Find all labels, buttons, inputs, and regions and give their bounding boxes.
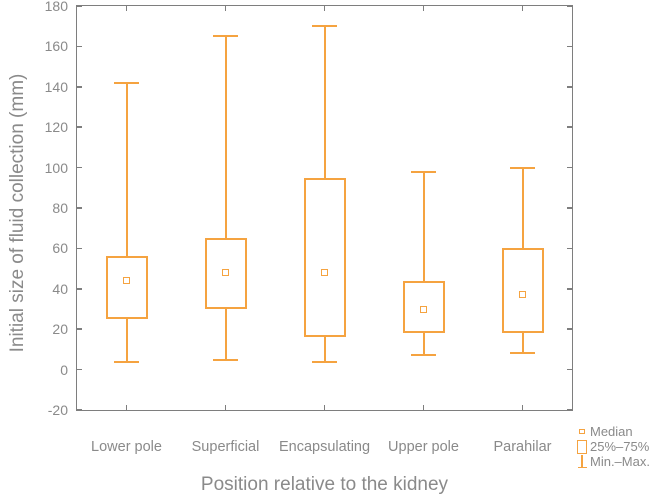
whisker-cap-min-parahilar [510, 352, 535, 355]
iqr-box-superficial [204, 238, 247, 309]
x-category-label: Encapsulating [278, 439, 371, 455]
y-tick-label: 100 [44, 159, 68, 176]
median-marker-upper-pole [420, 305, 427, 313]
y-tick-right [567, 247, 572, 250]
y-tick-label: 120 [44, 119, 68, 136]
x-category-label: Lower pole [91, 439, 162, 455]
legend: Median 25%–75% Min.–Max. [574, 424, 650, 469]
y-tick-right [567, 409, 572, 411]
y-tick-right [567, 166, 572, 169]
y-tick-label: 60 [52, 240, 68, 257]
whisker-cap-max-lower-pole [114, 81, 139, 84]
whisker-cap-min-upper-pole [411, 354, 436, 357]
y-tick-right [567, 5, 572, 7]
whisker-cap-min-superficial [213, 358, 238, 361]
y-tick-label: 160 [44, 38, 68, 55]
y-tick-left [77, 86, 82, 88]
x-tick-top [125, 6, 128, 11]
legend-label-iqr: 25%–75% [590, 439, 650, 454]
median-marker-encapsulating [321, 269, 328, 277]
whisker-line-superficial [224, 36, 227, 360]
legend-label-minmax: Min.–Max. [590, 454, 650, 469]
x-tick-bottom [521, 405, 524, 410]
whisker-line-upper-pole [422, 171, 425, 356]
legend-item-iqr: 25%–75% [574, 439, 650, 454]
y-tick-right [567, 126, 572, 128]
y-tick-left [77, 288, 82, 290]
y-tick-label: 0 [60, 361, 68, 378]
x-tick-top [521, 6, 524, 11]
plot-area [76, 5, 573, 411]
whisker-cap-max-upper-pole [411, 170, 436, 173]
y-tick-label: -20 [47, 402, 68, 418]
y-tick-left [77, 126, 82, 128]
y-tick-right [567, 207, 572, 209]
iqr-box-lower-pole [105, 256, 148, 320]
y-tick-left [77, 5, 82, 7]
legend-item-median: Median [574, 424, 650, 439]
y-tick-right [567, 86, 572, 88]
median-marker-parahilar [519, 291, 526, 299]
legend-item-minmax: Min.–Max. [574, 454, 650, 469]
y-tick-left [77, 328, 82, 330]
y-tick-label: 80 [52, 200, 68, 216]
median-square-icon [579, 429, 585, 434]
x-tick-bottom [125, 405, 128, 410]
y-tick-label: 20 [52, 321, 68, 338]
iqr-box-parahilar [501, 248, 544, 334]
x-axis-title: Position relative to the kidney [200, 474, 449, 495]
y-tick-label: 140 [44, 78, 68, 95]
y-tick-label: 40 [52, 280, 68, 297]
min-max-whisker-icon [576, 454, 588, 469]
x-tick-top [323, 6, 326, 11]
legend-label-median: Median [590, 424, 633, 439]
y-tick-right [567, 368, 572, 371]
x-category-label: Parahilar [493, 439, 552, 455]
iqr-box-encapsulating [303, 177, 346, 338]
y-tick-left [77, 166, 82, 169]
whisker-cap-max-parahilar [510, 166, 535, 169]
x-tick-top [224, 6, 227, 11]
iqr-box-icon [577, 439, 587, 454]
x-tick-bottom [422, 405, 425, 410]
x-tick-bottom [224, 405, 227, 410]
whisker-cap-max-superficial [213, 35, 238, 38]
x-category-label: Upper pole [388, 439, 459, 455]
y-tick-right [567, 328, 572, 330]
y-tick-label: 180 [44, 0, 68, 14]
y-tick-left [77, 409, 82, 411]
y-tick-left [77, 368, 82, 371]
y-tick-right [567, 288, 572, 290]
y-tick-left [77, 207, 82, 209]
median-marker-superficial [222, 269, 229, 277]
x-category-label: Superficial [191, 439, 260, 455]
whisker-line-lower-pole [125, 82, 128, 362]
y-tick-right [567, 45, 572, 48]
median-marker-lower-pole [123, 277, 130, 285]
whisker-cap-min-lower-pole [114, 360, 139, 363]
whisker-cap-min-encapsulating [312, 360, 337, 363]
y-tick-left [77, 45, 82, 48]
x-tick-bottom [323, 405, 326, 410]
x-tick-top [422, 6, 425, 11]
y-tick-left [77, 247, 82, 250]
whisker-cap-max-encapsulating [312, 25, 337, 28]
